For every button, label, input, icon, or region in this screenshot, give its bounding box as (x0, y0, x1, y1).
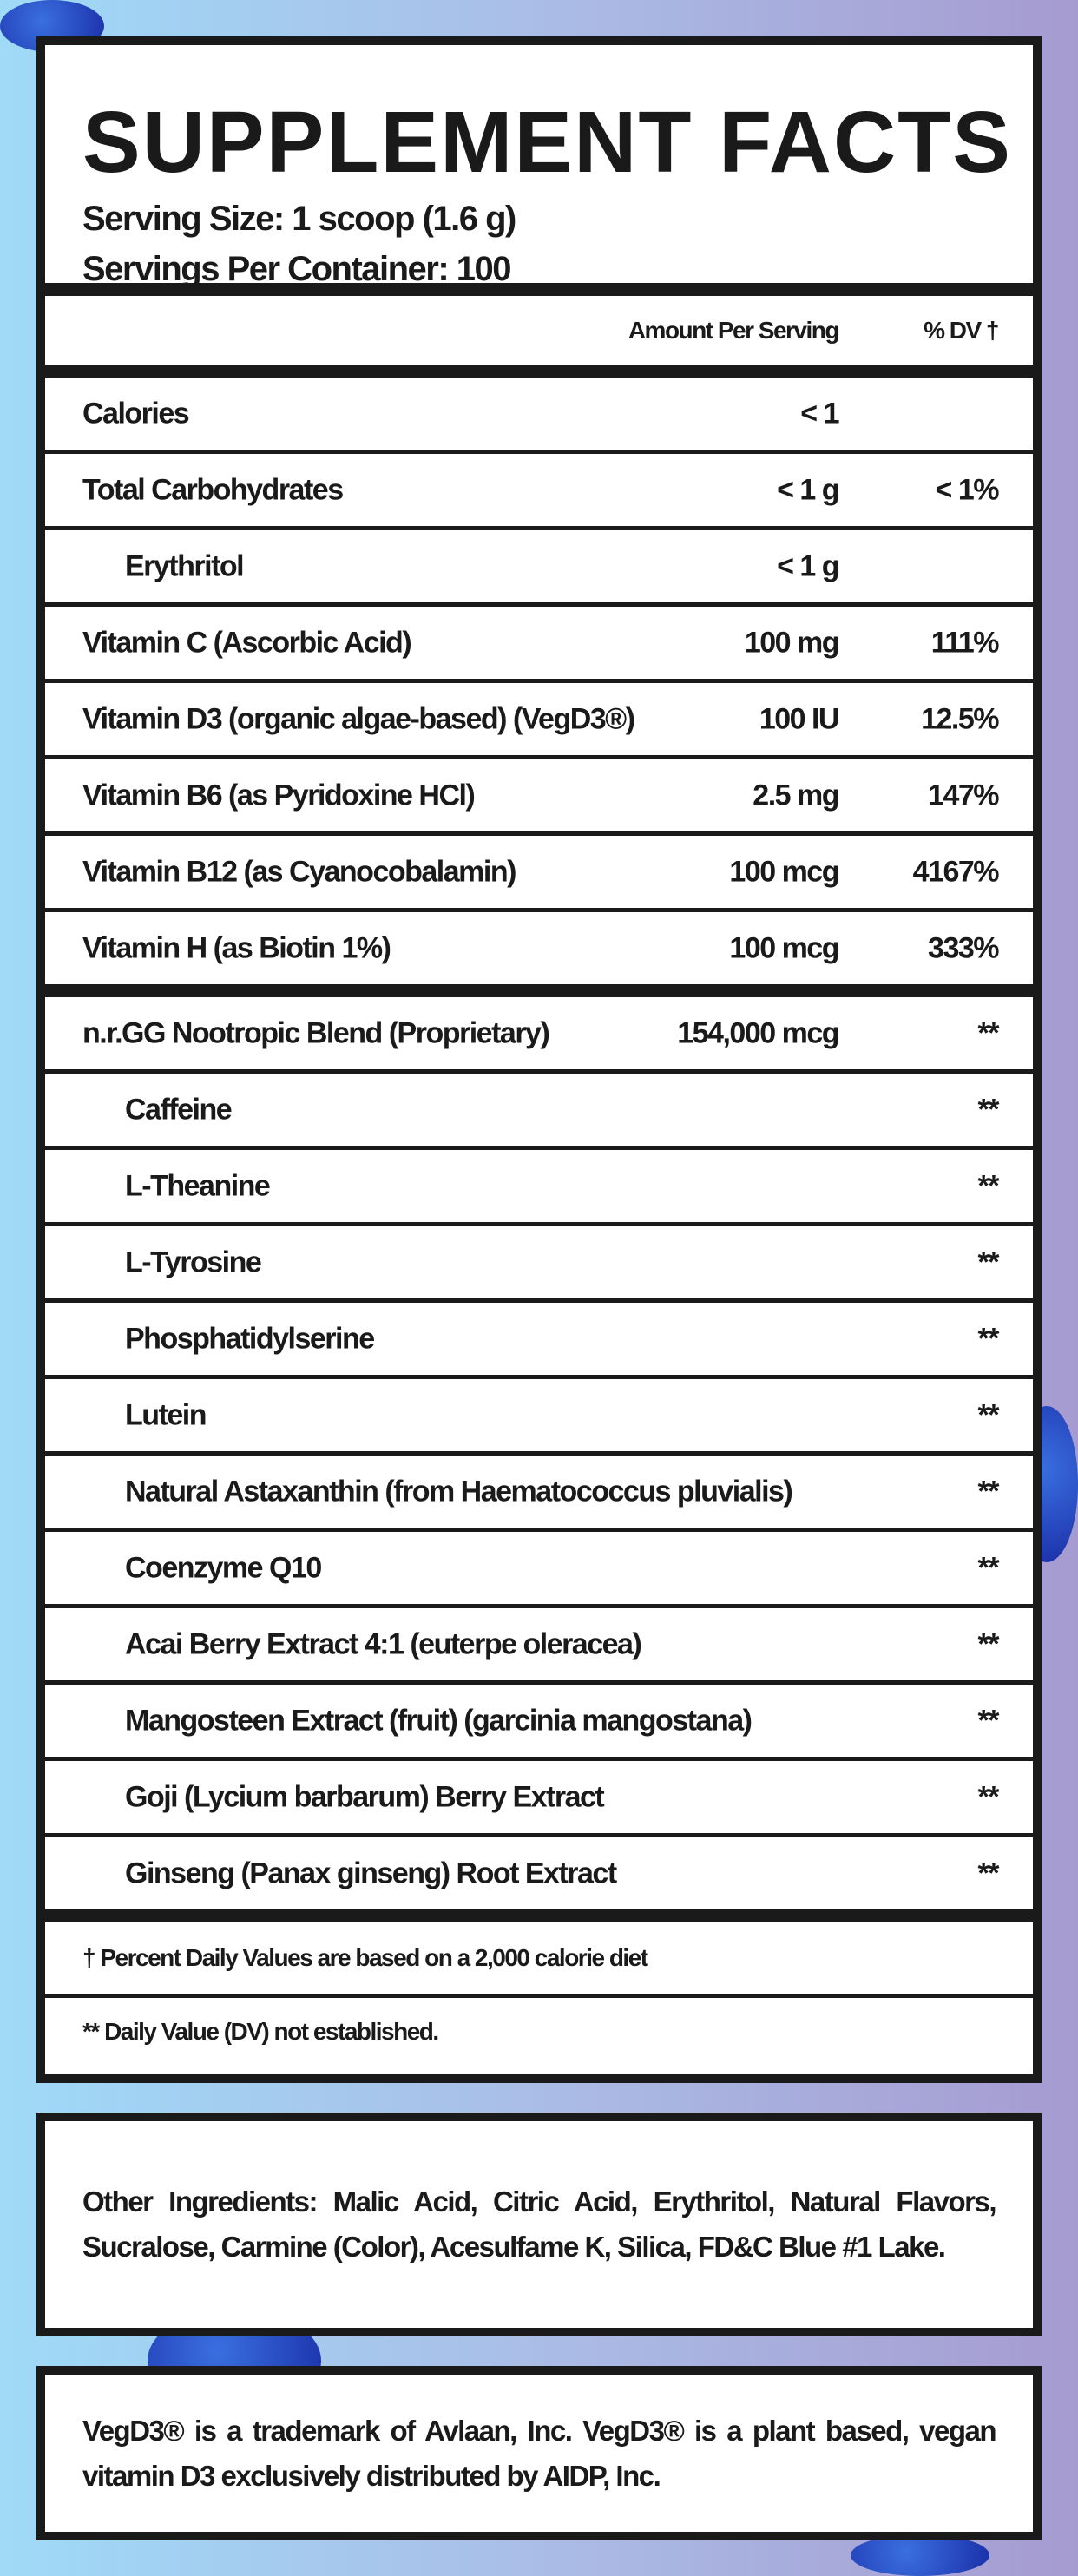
nutrient-dv: 333% (928, 931, 999, 964)
nutrient-amount: 100 mg (744, 626, 840, 659)
nutrient-rows: Calories < 1 Total Carbohydrates < 1 g < 1% E… (45, 378, 1033, 984)
supplement-facts-panel: SUPPLEMENT FACTS Serving Size: 1 scoop (… (36, 36, 1042, 2083)
nutrient-amount: 154,000 mcg (677, 1016, 839, 1049)
nutrient-dv: ** (977, 1245, 1000, 1278)
table-row: Calories < 1 (45, 378, 1033, 450)
nutrient-name: Vitamin C (Ascorbic Acid) (82, 626, 412, 659)
table-row: Goji (Lycium barbarum) Berry Extract ** (45, 1757, 1033, 1833)
nutrient-name: Ginseng (Panax ginseng) Root Extract (125, 1856, 617, 1889)
table-row: L-Tyrosine ** (45, 1222, 1033, 1298)
panel-title: SUPPLEMENT FACTS (82, 94, 1012, 191)
table-row: Total Carbohydrates < 1 g < 1% (45, 450, 1033, 526)
dv-header: % DV † (924, 316, 999, 344)
decorative-berry (851, 2534, 989, 2576)
nutrient-name: Vitamin D3 (organic algae-based) (VegD3®… (82, 702, 635, 735)
nutrient-dv: ** (977, 1475, 1000, 1508)
nutrient-name: L-Tyrosine (125, 1245, 262, 1278)
amount-header: Amount Per Serving (628, 316, 840, 344)
nutrient-name: Lutein (125, 1398, 207, 1431)
nutrient-name: Natural Astaxanthin (from Haematococcus … (125, 1475, 793, 1508)
nutrient-amount: < 1 g (777, 549, 839, 582)
nutrient-name: Goji (Lycium barbarum) Berry Extract (125, 1780, 605, 1813)
table-row: n.r.GG Nootropic Blend (Proprietary) 154,… (45, 997, 1033, 1069)
nutrient-name: Vitamin B12 (as Cyanocobalamin) (82, 855, 516, 888)
nutrient-name: Vitamin B6 (as Pyridoxine HCl) (82, 779, 476, 812)
table-row: Mangosteen Extract (fruit) (garcinia man… (45, 1680, 1033, 1757)
footnote-text: ** Daily Value (DV) not established. (82, 2017, 439, 2045)
nutrient-dv: ** (977, 1780, 1000, 1813)
table-row: Lutein ** (45, 1375, 1033, 1451)
nutrient-amount: 100 IU (759, 702, 840, 735)
table-row: Caffeine ** (45, 1069, 1033, 1146)
table-row: Erythritol < 1 g (45, 526, 1033, 602)
nutrient-dv: ** (977, 1704, 1000, 1737)
servings-per-container: Servings Per Container: 100 (82, 250, 512, 288)
nutrient-dv: ** (977, 1322, 1000, 1355)
nutrient-amount: < 1 (800, 397, 839, 430)
table-row: Coenzyme Q10 ** (45, 1528, 1033, 1604)
nutrient-dv: 147% (928, 779, 999, 812)
serving-size: Serving Size: 1 scoop (1.6 g) (82, 200, 516, 238)
divider (45, 283, 1033, 296)
table-row: Phosphatidylserine ** (45, 1298, 1033, 1375)
nutrient-dv: ** (977, 1856, 1000, 1889)
table-row: Natural Astaxanthin (from Haematococcus … (45, 1451, 1033, 1528)
table-row: Vitamin C (Ascorbic Acid) 100 mg 111% (45, 602, 1033, 679)
table-row: Ginseng (Panax ginseng) Root Extract ** (45, 1833, 1033, 1909)
table-row: L-Theanine ** (45, 1146, 1033, 1222)
table-row: Acai Berry Extract 4:1 (euterpe oleracea… (45, 1604, 1033, 1680)
nutrient-dv: < 1% (935, 473, 1000, 506)
nutrient-amount: 100 mcg (729, 931, 839, 964)
trademark-panel: VegD3® is a trademark of Avlaan, Inc. Ve… (36, 2366, 1042, 2540)
nutrient-name: Vitamin H (as Biotin 1%) (82, 931, 391, 964)
blend-rows: n.r.GG Nootropic Blend (Proprietary) 154,… (45, 997, 1033, 1909)
divider (45, 1909, 1033, 1922)
nutrient-dv: ** (977, 1093, 1000, 1126)
nutrient-name: Caffeine (125, 1093, 233, 1126)
other-ingredients-text: Other Ingredients: Malic Acid, Citric Ac… (82, 2185, 997, 2263)
nutrient-dv: ** (977, 1627, 1000, 1660)
nutrient-amount: 2.5 mg (753, 779, 839, 812)
trademark-text: VegD3® is a trademark of Avlaan, Inc. Ve… (82, 2414, 997, 2492)
table-row: Vitamin H (as Biotin 1%) 100 mcg 333% (45, 908, 1033, 984)
nutrient-name: L-Theanine (125, 1169, 271, 1202)
nutrient-name: n.r.GG Nootropic Blend (Proprietary) (82, 1016, 550, 1049)
nutrient-amount: 100 mcg (729, 855, 839, 888)
column-header: Amount Per Serving % DV † (45, 296, 1033, 365)
nutrient-amount: < 1 g (777, 473, 839, 506)
nutrient-name: Coenzyme Q10 (125, 1551, 322, 1584)
nutrient-name: Phosphatidylserine (125, 1322, 375, 1355)
nutrient-name: Erythritol (125, 549, 245, 582)
table-row: Vitamin B12 (as Cyanocobalamin) 100 mcg 41… (45, 831, 1033, 908)
nutrient-name: Calories (82, 397, 190, 430)
footnote-dv: † Percent Daily Values are based on a 2,… (45, 1922, 1033, 1994)
nutrient-dv: ** (977, 1398, 1000, 1431)
title-section: SUPPLEMENT FACTS Serving Size: 1 scoop (… (45, 45, 1033, 288)
nutrient-name: Acai Berry Extract 4:1 (euterpe oleracea… (125, 1627, 642, 1660)
nutrient-dv: ** (977, 1016, 1000, 1049)
nutrient-dv: 12.5% (921, 702, 999, 735)
nutrient-dv: 111% (930, 626, 1000, 659)
divider (45, 984, 1033, 997)
footnote-not-established: ** Daily Value (DV) not established. (45, 1994, 1033, 2065)
nutrient-name: Total Carbohydrates (82, 473, 344, 506)
nutrient-dv: ** (977, 1551, 1000, 1584)
footnote-text: † Percent Daily Values are based on a 2,… (82, 1944, 648, 1971)
nutrient-dv: ** (977, 1169, 1000, 1202)
table-row: Vitamin D3 (organic algae-based) (VegD3®… (45, 679, 1033, 755)
divider (45, 365, 1033, 378)
nutrient-name: Mangosteen Extract (fruit) (garcinia man… (125, 1704, 753, 1737)
other-ingredients-panel: Other Ingredients: Malic Acid, Citric Ac… (36, 2113, 1042, 2336)
nutrient-dv: 4167% (912, 855, 1000, 888)
table-row: Vitamin B6 (as Pyridoxine HCl) 2.5 mg 147% (45, 755, 1033, 831)
